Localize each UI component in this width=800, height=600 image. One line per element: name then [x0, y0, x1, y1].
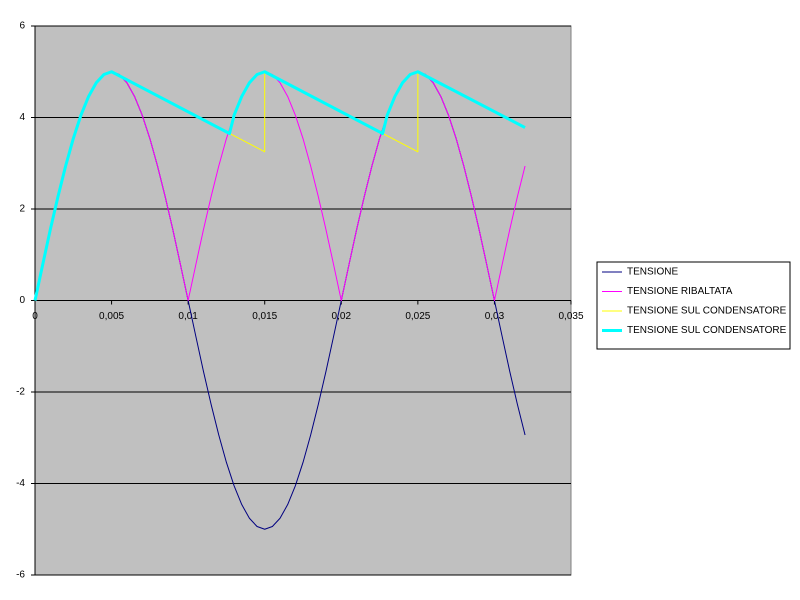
x-tick-label: 0,02: [332, 311, 352, 322]
x-tick-label: 0,005: [99, 311, 124, 322]
y-tick-label: -4: [16, 478, 25, 489]
x-tick-label: 0,01: [178, 311, 198, 322]
series-line: [33, 70, 526, 301]
x-tick-label: 0,035: [558, 311, 583, 322]
y-tick-label: 6: [19, 21, 25, 32]
y-tick-label: 0: [19, 295, 25, 306]
legend-label: TENSIONE SUL CONDENSATORE: [627, 325, 787, 336]
x-tick-label: 0,015: [252, 311, 277, 322]
y-tick-label: -2: [16, 387, 25, 398]
x-tick-label: 0,025: [405, 311, 430, 322]
y-tick-label: -6: [16, 570, 25, 581]
x-tick-label: 0,03: [485, 311, 505, 322]
legend-label: TENSIONE: [627, 267, 678, 278]
x-tick-label: 0: [32, 311, 38, 322]
legend-label: TENSIONE RIBALTATA: [627, 286, 733, 297]
y-tick-label: 4: [19, 112, 25, 123]
y-tick-label: 2: [19, 204, 25, 215]
legend-box: [596, 261, 791, 350]
legend-label: TENSIONE SUL CONDENSATORE: [627, 306, 787, 317]
